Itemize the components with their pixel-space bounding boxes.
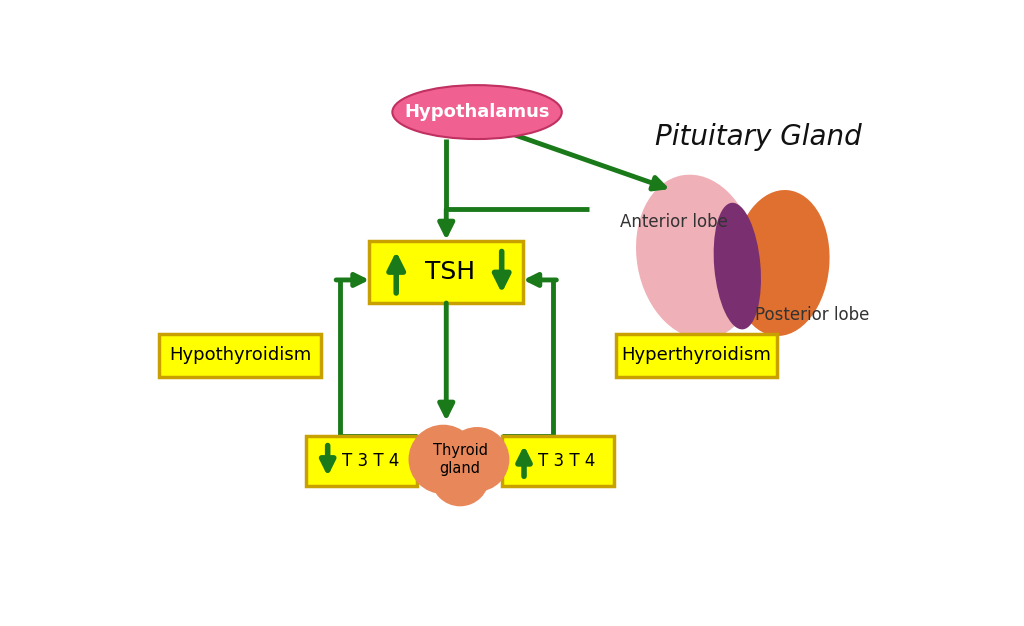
FancyBboxPatch shape bbox=[159, 334, 321, 377]
Text: Posterior lobe: Posterior lobe bbox=[755, 305, 869, 324]
Ellipse shape bbox=[714, 203, 761, 329]
Circle shape bbox=[409, 424, 478, 494]
FancyBboxPatch shape bbox=[370, 242, 523, 303]
FancyBboxPatch shape bbox=[502, 436, 613, 486]
Text: Pituitary Gland: Pituitary Gland bbox=[654, 123, 861, 151]
Text: Anterior lobe: Anterior lobe bbox=[620, 213, 727, 231]
Text: Hypothyroidism: Hypothyroidism bbox=[169, 346, 311, 364]
Text: T 3 T 4: T 3 T 4 bbox=[539, 452, 596, 470]
Circle shape bbox=[431, 448, 489, 506]
Text: T 3 T 4: T 3 T 4 bbox=[342, 452, 399, 470]
Ellipse shape bbox=[733, 190, 829, 336]
Text: Hypothalamus: Hypothalamus bbox=[404, 103, 550, 121]
Text: Hyperthyroidism: Hyperthyroidism bbox=[622, 346, 771, 364]
Ellipse shape bbox=[636, 175, 757, 339]
Text: Thyroid
gland: Thyroid gland bbox=[432, 443, 487, 476]
Ellipse shape bbox=[392, 85, 562, 139]
Text: TSH: TSH bbox=[425, 260, 475, 284]
Circle shape bbox=[444, 427, 509, 491]
FancyBboxPatch shape bbox=[615, 334, 777, 377]
FancyBboxPatch shape bbox=[306, 436, 418, 486]
